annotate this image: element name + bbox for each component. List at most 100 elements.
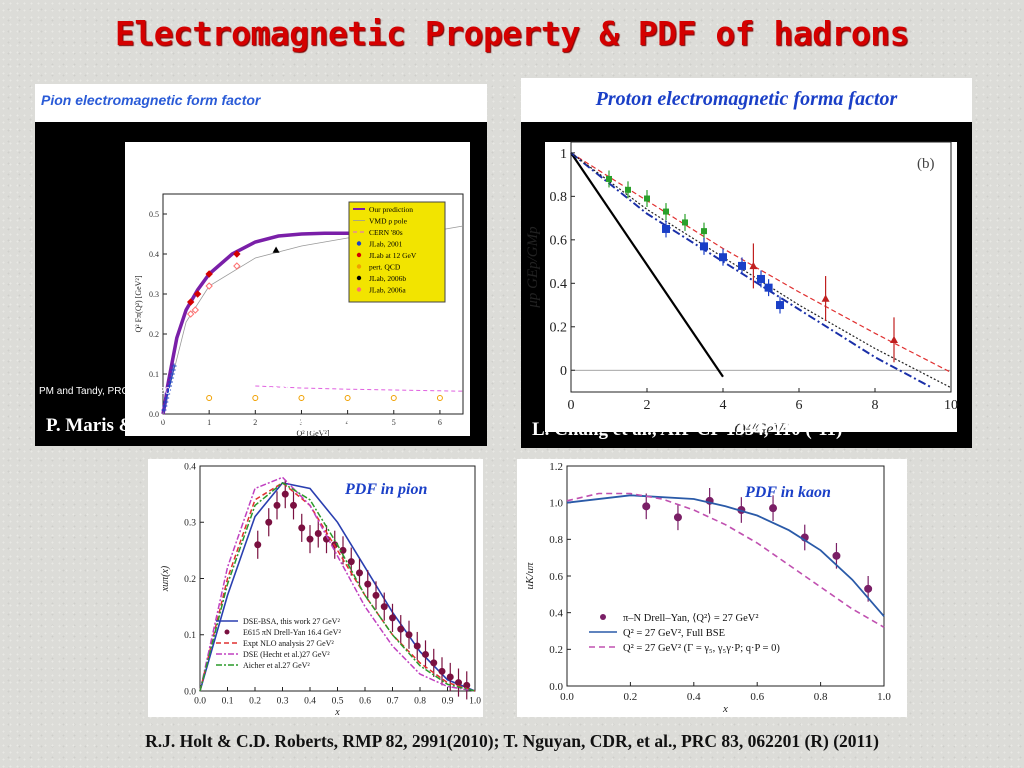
proton-ff-point: [662, 224, 670, 233]
x-tick-label: 4: [346, 418, 350, 427]
pdf-pion-point: [446, 673, 454, 681]
pion-ff-ylabel: Q² Fπ(Q²) [GeV²]: [134, 275, 143, 332]
x-tick-label: 0.8: [414, 697, 426, 707]
x-tick-label: 0.9: [442, 697, 454, 707]
pdf-pion-xlabel: x: [334, 707, 340, 717]
pion-ff-point: [205, 282, 213, 290]
pdf-pion-legend-entry: DSE (Hecht et al.)27 GeV²: [243, 650, 330, 659]
pdf-kaon-point: [832, 551, 841, 560]
y-tick-label: 0.0: [149, 410, 159, 419]
proton-ff-header: Proton electromagnetic forma factor: [595, 88, 898, 110]
pdf-kaon-chart: 0.0 0.2 0.4 0.6 0.8 1.0 0.0 0.2 0.4 0.6 0.8 1.0 1.2 x…: [524, 461, 891, 715]
y-tick-label: 0.2: [184, 575, 196, 585]
proton-ff-point: [663, 208, 669, 215]
pdf-pion-point: [254, 541, 262, 549]
pdf-pion-panel: 0.0 0.1 0.2 0.3 0.4 0.5 0.6 0.7 0.8 0.9 1.0 0.0 0.1 0…: [148, 459, 483, 718]
pion-ff-plot-frame: [162, 193, 464, 415]
proton-ff-point: [776, 301, 784, 310]
proton-ff-point: [644, 195, 650, 202]
x-tick-label: 0.4: [304, 697, 316, 707]
pdf-pion-line-series-0: [199, 482, 476, 692]
pion-ff-legend-swatch: [356, 287, 362, 292]
pdf-pion-point: [290, 501, 297, 509]
y-tick-label: 0.3: [184, 519, 196, 529]
pion-ff-xlabel: Q² [GeV²]: [296, 429, 329, 438]
pdf-pion-line-series-3: [199, 476, 476, 692]
pdf-pion-point: [413, 642, 421, 650]
proton-ff-ylabel: μp GEp/GMp: [525, 226, 541, 309]
y-tick-label: 0.8: [550, 190, 568, 205]
pdf-pion-point: [298, 524, 306, 532]
pion-ff-point: [186, 298, 195, 306]
pion-ff-legend-swatch: [356, 264, 362, 269]
proton-ff-line-series-1: [570, 152, 952, 373]
proton-ff-point: [764, 283, 773, 292]
pion-ff-legend-entry: JLab, 2006a: [369, 286, 406, 295]
pion-ff-point: [193, 290, 202, 298]
pion-ff-point: [191, 306, 200, 314]
pdf-kaon-xlabel: x: [722, 703, 728, 715]
y-tick-label: 0: [560, 364, 567, 379]
y-tick-label: 0.2: [549, 644, 563, 656]
pion-ff-point: [298, 395, 305, 401]
proton-ff-panel: Proton electromagnetic forma factor 0 2 4 6…: [521, 78, 972, 448]
pdf-pion-legend-entry: Aicher et al.27 GeV²: [243, 661, 310, 670]
proton-ff-point: [701, 228, 707, 235]
proton-ff-chart: 0 2 4 6 8 10 0 0.2 0.4 0.6 0.8 1 Q²/GeV² μp GEp/GMp (b…: [525, 141, 958, 438]
y-tick-label: 0.5: [149, 210, 159, 219]
proton-ff-tag: (b): [917, 156, 935, 172]
pion-ff-point: [186, 310, 195, 318]
pion-ff-legend-swatch: [356, 241, 362, 246]
pion-ff-legend-entry: JLab, 2006b: [369, 274, 406, 283]
x-tick-label: 3: [299, 418, 303, 427]
y-tick-label: 0.2: [149, 330, 159, 339]
pion-ff-legend-entry: VMD ρ pole: [369, 217, 408, 226]
x-tick-label: 6: [796, 398, 803, 413]
pdf-pion-point: [430, 659, 438, 667]
pion-ff-legend-entry: Our prediction: [369, 205, 413, 214]
x-tick-label: 0.2: [249, 697, 261, 707]
pdf-pion-point: [273, 501, 281, 509]
x-tick-label: 0.7: [387, 697, 399, 707]
pdf-kaon-point: [769, 504, 778, 513]
y-tick-label: 0.4: [149, 250, 159, 259]
proton-ff-line-series-2: [570, 152, 933, 389]
proton-ff-point: [821, 294, 830, 302]
pdf-kaon-legend-entry: π–N Drell–Yan, ⟨Q²⟩ = 27 GeV²: [623, 612, 758, 624]
y-tick-label: 0.1: [149, 370, 159, 379]
pion-ff-point: [272, 246, 280, 253]
pdf-kaon-ylabel: uK/uπ: [524, 562, 536, 589]
proton-ff-point: [738, 261, 746, 270]
pdf-pion-point: [265, 518, 273, 526]
proton-ff-point: [682, 219, 688, 226]
pion-ff-header: Pion electromagnetic form factor: [41, 92, 261, 108]
pion-ff-point: [233, 262, 241, 270]
proton-ff-point: [625, 186, 631, 193]
pion-ff-caption: P. Maris & PCT, PRC 61, 045202 (‘00): [46, 415, 358, 436]
x-tick-label: 6: [438, 418, 442, 427]
y-tick-label: 0.0: [549, 681, 563, 693]
pion-ff-point: [390, 395, 397, 401]
pdf-pion-point: [463, 681, 471, 689]
x-tick-label: 2: [644, 398, 651, 413]
x-tick-label: 4: [720, 398, 727, 413]
pdf-pion-point: [364, 580, 372, 588]
slide-title: Electromagnetic Property & PDF of hadron…: [114, 14, 910, 53]
pdf-pion-line-series-2: [199, 481, 476, 692]
pion-ff-point: [252, 395, 259, 401]
pion-ff-point: [344, 395, 351, 401]
pion-ff-legend-entry: CERN '80s: [369, 228, 403, 237]
x-tick-label: 0.5: [332, 697, 344, 707]
x-tick-label: 1: [207, 418, 211, 427]
x-tick-label: 5: [392, 418, 396, 427]
pdf-pion-ylabel: xuπ(x): [160, 565, 171, 592]
proton-ff-point: [700, 242, 708, 251]
pdf-pion-legend-swatch: [224, 629, 230, 635]
proton-ff-xlabel: Q²/GeV²: [734, 421, 789, 438]
y-tick-label: 0.3: [149, 290, 159, 299]
pion-ff-legend-entry: JLab at 12 GeV: [369, 251, 417, 260]
pdf-pion-point: [347, 558, 355, 566]
y-tick-label: 1.0: [549, 498, 563, 510]
x-tick-label: 0.1: [222, 697, 234, 707]
x-tick-label: 0.8: [814, 691, 828, 703]
